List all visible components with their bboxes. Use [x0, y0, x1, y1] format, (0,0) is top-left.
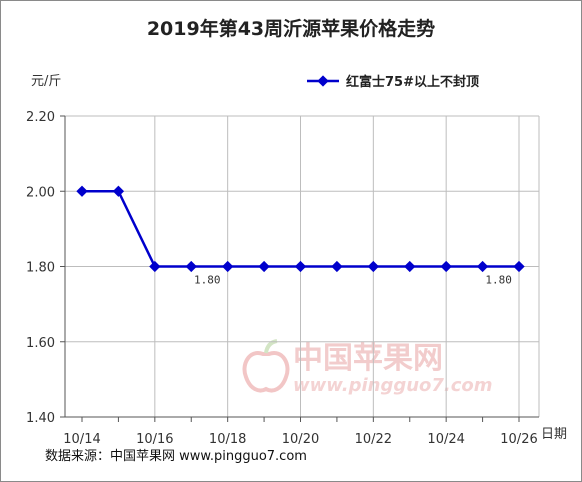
x-tick-label: 10/20 [282, 432, 319, 447]
data-point-marker [112, 185, 125, 197]
x-tick-labels: 10/14 10/16 10/18 10/20 10/22 10/24 10/26 [63, 432, 537, 447]
data-label: 1.80 [194, 274, 221, 287]
y-tick-label: 1.60 [26, 336, 55, 351]
chart-title: 2019年第43周沂源苹果价格走势 [147, 17, 435, 40]
y-axis-unit-label: 元/斤 [31, 74, 61, 89]
data-point-marker [367, 260, 379, 273]
watermark-name: 中国苹果网 [293, 341, 443, 376]
data-source-text: 数据来源：中国苹果网 www.pingguo7.com [45, 449, 307, 464]
y-tick-label: 1.80 [26, 261, 55, 276]
data-point-marker [149, 260, 161, 273]
y-tick-label: 2.00 [26, 185, 55, 200]
data-label: 1.80 [485, 274, 512, 287]
watermark-url: www.pingguo7.com [293, 375, 493, 396]
legend-marker-swatch [317, 75, 329, 87]
data-point-marker [185, 260, 197, 273]
x-tick-label: 10/18 [209, 432, 246, 447]
data-point-marker [404, 260, 416, 273]
y-tick-labels: 1.40 1.60 1.80 2.00 2.20 [26, 110, 55, 426]
data-point-marker [222, 260, 234, 273]
data-point-marker [440, 260, 452, 273]
x-axis-label: 日期 [541, 427, 567, 442]
legend: 红富士75#以上不封顶 [307, 74, 479, 90]
data-point-marker [76, 185, 88, 197]
watermark-logo: 中国苹果网 www.pingguo7.com [242, 339, 493, 396]
x-tick-label: 10/24 [427, 432, 464, 447]
y-tick-label: 2.20 [26, 110, 55, 125]
axes [64, 116, 539, 418]
x-tick-label: 10/22 [355, 432, 392, 447]
legend-series-name: 红富士75#以上不封顶 [346, 74, 479, 90]
data-point-marker [331, 260, 343, 273]
data-point-marker [258, 260, 270, 273]
x-tick-label: 10/16 [136, 432, 173, 447]
x-tick-label: 10/26 [500, 432, 537, 447]
x-tick-label: 10/14 [63, 432, 100, 447]
apple-logo-icon [242, 339, 290, 393]
data-point-marker [476, 260, 489, 273]
y-tick-label: 1.40 [26, 411, 55, 426]
data-labels: 1.80 1.80 [194, 274, 512, 287]
data-point-marker [513, 260, 525, 273]
data-point-marker [294, 260, 307, 273]
